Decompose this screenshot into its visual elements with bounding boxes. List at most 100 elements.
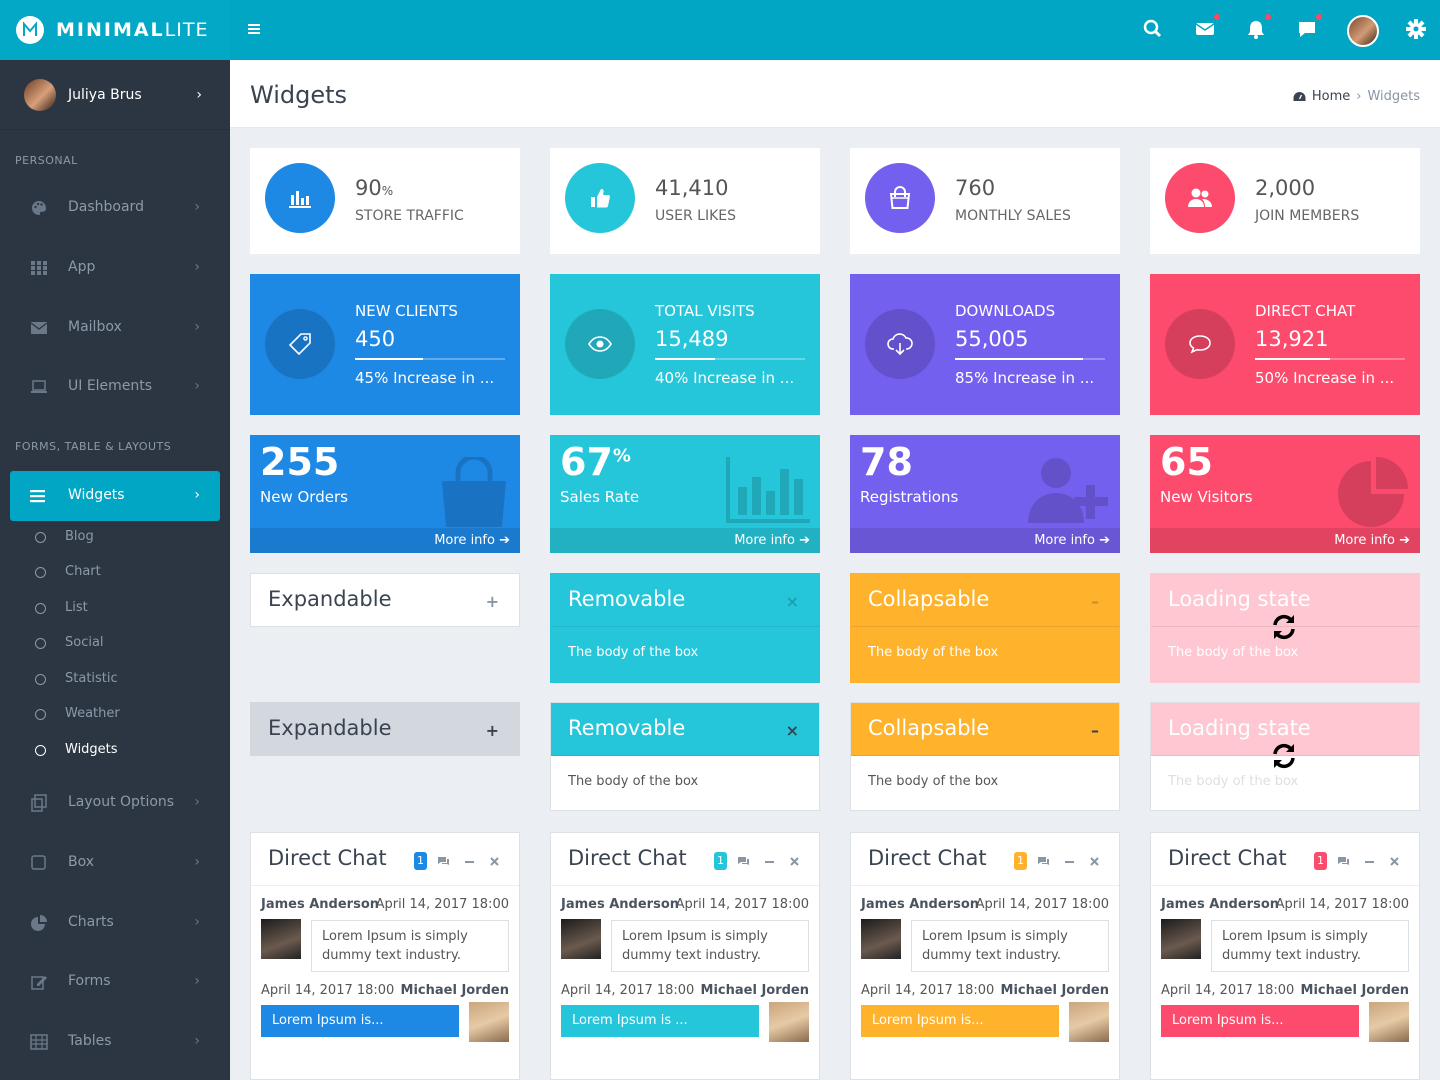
collapse-button[interactable]: – [1091, 721, 1099, 740]
stat-value: 41,410 [655, 176, 729, 200]
progress-bar [655, 358, 805, 360]
progress-desc: 45% Increase in ... [355, 369, 495, 387]
chevron-right-icon: › [194, 487, 200, 503]
sidebar-item-tables[interactable]: Tables › [0, 1017, 230, 1067]
sidebar-subitem-list[interactable]: List [0, 594, 230, 624]
remove-button[interactable]: × [785, 721, 799, 740]
sidebar-item-charts[interactable]: Charts › [0, 898, 230, 948]
sidebar-subitem-statistic[interactable]: Statistic [0, 665, 230, 695]
progress-fill [655, 358, 715, 360]
user-avatar[interactable] [1347, 15, 1379, 47]
chat-title: Direct Chat [1168, 846, 1287, 870]
message-count-badge: 1 [1014, 852, 1027, 870]
expand-button[interactable]: + [485, 721, 499, 740]
more-info-link[interactable]: More info ➔ [550, 528, 820, 553]
sidebar-subitem-chart[interactable]: Chart [0, 558, 230, 588]
minus-icon[interactable] [464, 856, 475, 867]
box-title: Removable [568, 587, 686, 611]
circle-icon [35, 638, 46, 649]
close-icon[interactable] [789, 856, 800, 867]
chevron-right-icon: › [194, 794, 200, 810]
top-navbar: MINIMALLITE [0, 0, 1440, 60]
sidebar-item-label: App [68, 259, 96, 275]
stat-label: JOIN MEMBERS [1255, 208, 1360, 224]
refresh-spinner-icon [1269, 612, 1299, 642]
comments-icon[interactable] [437, 856, 450, 867]
minus-icon[interactable] [764, 856, 775, 867]
sidebar-section-forms: FORMS, TABLE & LAYOUTS [15, 440, 172, 453]
gear-icon[interactable] [1405, 18, 1429, 42]
sidebar-subitem-social[interactable]: Social [0, 629, 230, 659]
sidebar-item-box[interactable]: Box › [0, 838, 230, 888]
stat-unit: % [381, 184, 394, 198]
sidebar-toggle-icon[interactable] [248, 22, 262, 36]
comment-icon[interactable] [1296, 14, 1322, 42]
progress-fill [1255, 358, 1330, 360]
more-info-label: More info [1034, 533, 1095, 548]
envelope-icon[interactable] [1194, 14, 1220, 42]
sidebar-item-app[interactable]: App › [0, 243, 230, 293]
sidebar-item-dashboard[interactable]: Dashboard › [0, 183, 230, 233]
sidebar-item-label: Widgets [68, 487, 125, 503]
small-box-unit: % [612, 445, 631, 467]
user-name: Juliya Brus [68, 86, 142, 103]
box-body: The body of the box [1168, 774, 1299, 789]
comments-icon[interactable] [737, 856, 750, 867]
sidebar-item-label: Dashboard [68, 199, 144, 215]
small-box-label: Sales Rate [560, 488, 640, 506]
bell-icon[interactable] [1245, 14, 1271, 42]
logo-text-bold: MINIMAL [56, 19, 165, 41]
sidebar-subitem-widgets[interactable]: Widgets [0, 736, 230, 766]
chevron-right-icon: › [194, 1033, 200, 1049]
tag-icon [265, 309, 335, 379]
sidebar-item-layout-options[interactable]: Layout Options › [0, 778, 230, 828]
thumbs-up-icon [565, 163, 635, 233]
logo[interactable]: MINIMALLITE [0, 0, 230, 60]
user-plus-icon [1026, 457, 1110, 523]
more-info-label: More info [434, 533, 495, 548]
comments-icon[interactable] [1337, 856, 1350, 867]
avatar [861, 919, 901, 959]
sidebar-item-forms[interactable]: Forms › [0, 957, 230, 1007]
close-icon[interactable] [489, 856, 500, 867]
breadcrumb-home-link[interactable]: Home [1311, 89, 1351, 104]
sidebar-item-widgets[interactable]: Widgets › [10, 471, 220, 521]
message-count-badge: 1 [1314, 852, 1327, 870]
stat-label: USER LIKES [655, 208, 736, 224]
avatar [1069, 1002, 1109, 1042]
chevron-right-icon: › [194, 973, 200, 989]
dashboard-icon [1293, 91, 1306, 103]
box-body: The body of the box [1168, 645, 1299, 660]
remove-button[interactable]: × [785, 592, 799, 611]
sidebar-subitem-weather[interactable]: Weather [0, 700, 230, 730]
progress-desc: 50% Increase in ... [1255, 369, 1395, 387]
expand-button[interactable]: + [485, 592, 499, 611]
box-title: Expandable [268, 587, 392, 611]
sidebar-item-mailbox[interactable]: Mailbox › [0, 303, 230, 353]
more-info-link[interactable]: More info ➔ [1150, 528, 1420, 553]
collapse-button[interactable]: – [1091, 592, 1099, 611]
progress-card-new-clients: NEW CLIENTS 450 45% Increase in ... [250, 274, 520, 415]
pie-chart-icon [1338, 457, 1410, 527]
message-bubble: Lorem Ipsum is... [1161, 1005, 1359, 1037]
comments-icon[interactable] [1037, 856, 1050, 867]
sidebar-subitem-blog[interactable]: Blog [0, 523, 230, 553]
chevron-right-icon: › [194, 378, 200, 394]
sidebar-subitem-label: Statistic [65, 671, 118, 686]
sidebar-item-ui-elements[interactable]: UI Elements › [0, 362, 230, 412]
chevron-right-icon: › [194, 259, 200, 275]
progress-title: DOWNLOADS [955, 302, 1056, 320]
progress-bar [355, 358, 505, 360]
search-icon[interactable] [1142, 18, 1166, 42]
minus-icon[interactable] [1364, 856, 1375, 867]
progress-card-downloads: DOWNLOADS 55,005 85% Increase in ... [850, 274, 1120, 415]
avatar [261, 919, 301, 959]
close-icon[interactable] [1089, 856, 1100, 867]
avatar [24, 78, 56, 111]
more-info-link[interactable]: More info ➔ [850, 528, 1120, 553]
close-icon[interactable] [1389, 856, 1400, 867]
minus-icon[interactable] [1064, 856, 1075, 867]
more-info-link[interactable]: More info ➔ [250, 528, 520, 553]
progress-card-direct-chat: DIRECT CHAT 13,921 50% Increase in ... [1150, 274, 1420, 415]
sidebar-user[interactable]: Juliya Brus › [0, 60, 230, 130]
